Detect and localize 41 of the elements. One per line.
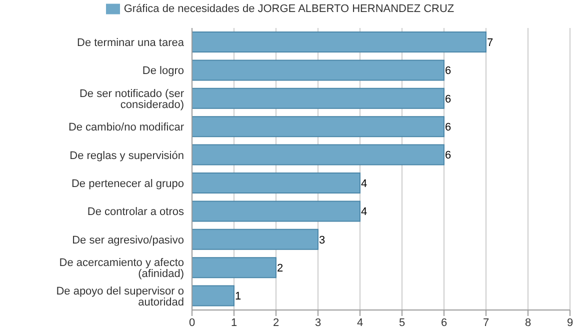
data-label: 3 xyxy=(319,234,326,246)
y-tick-label: De acercamiento y afecto (afinidad) xyxy=(59,257,184,280)
x-tick-label: 4 xyxy=(356,316,364,329)
data-label: 6 xyxy=(445,122,452,134)
x-tick-label: 5 xyxy=(398,316,406,329)
x-tick-label: 0 xyxy=(188,316,196,329)
x-tick-label: 9 xyxy=(566,316,574,329)
bar xyxy=(192,257,276,278)
bar xyxy=(192,285,234,306)
data-label: 6 xyxy=(445,65,452,78)
x-tick-label: 3 xyxy=(314,316,322,329)
bar xyxy=(192,144,444,166)
bar xyxy=(192,228,318,250)
x-tick-label: 7 xyxy=(482,316,490,329)
data-label: 6 xyxy=(445,150,452,162)
y-tick-label: De ser agresivo/pasivo xyxy=(72,234,184,246)
bar xyxy=(192,60,444,81)
y-tick-label: De terminar una tarea xyxy=(77,37,185,50)
bar xyxy=(192,116,444,138)
data-label: 2 xyxy=(277,262,284,275)
y-tick-label: De logro xyxy=(142,65,184,78)
bar xyxy=(192,172,360,194)
data-label: 6 xyxy=(445,93,452,106)
y-tick-label: De cambio/no modificar xyxy=(68,122,184,134)
bar xyxy=(192,32,486,52)
x-tick-label: 6 xyxy=(440,316,448,329)
data-label: 7 xyxy=(487,36,494,49)
legend-label: Gráfica de necesidades de JORGE ALBERTO HERNANDEZ CRUZ xyxy=(124,2,454,15)
bar xyxy=(192,200,360,222)
y-tick-label: De ser notificado (ser considerado) xyxy=(79,88,184,111)
data-label: 4 xyxy=(361,178,368,190)
x-tick-label: 8 xyxy=(524,316,532,329)
bar xyxy=(192,88,444,109)
x-tick-label: 2 xyxy=(272,316,280,329)
y-tick-label: De reglas y supervisión xyxy=(70,150,184,162)
data-label: 1 xyxy=(235,290,242,303)
data-label: 4 xyxy=(361,206,368,218)
x-tick-label: 1 xyxy=(230,316,238,329)
y-tick-label: De apoyo del supervisor o autoridad xyxy=(56,285,184,308)
y-tick-label: De controlar a otros xyxy=(87,206,184,218)
y-tick-label: De pertenecer al grupo xyxy=(71,178,184,190)
